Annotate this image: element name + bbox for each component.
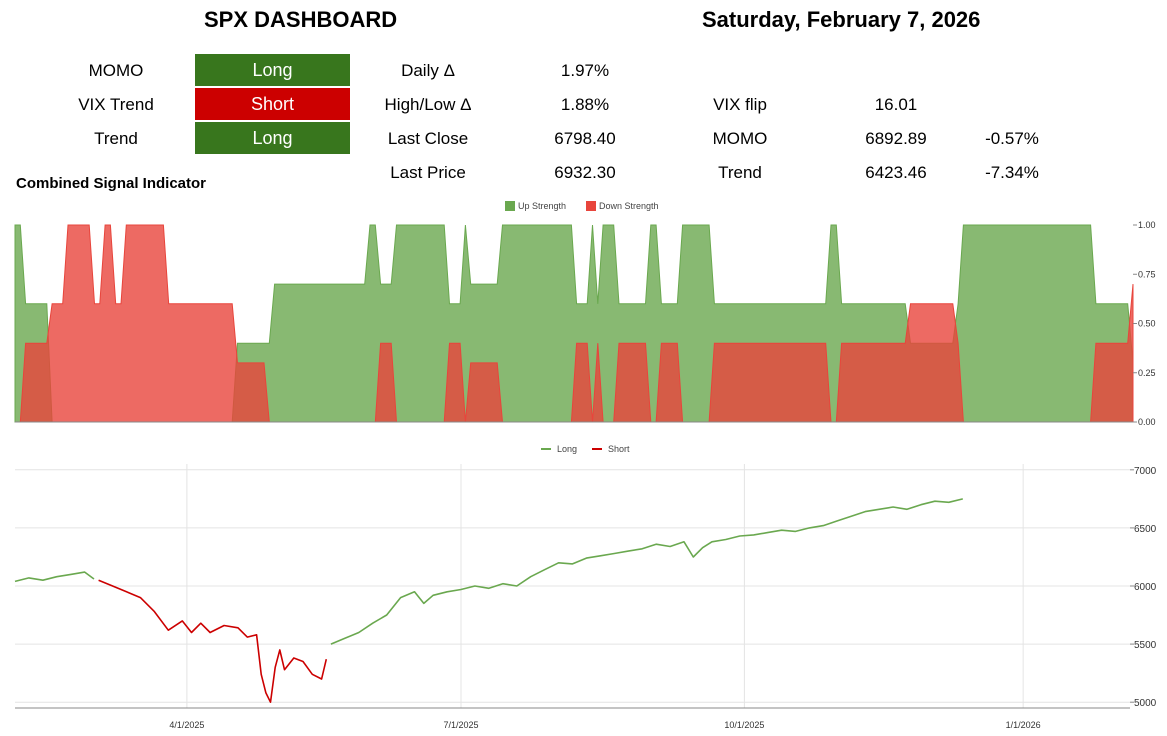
- price-x-tick-label: 4/1/2025: [169, 720, 204, 730]
- signal-label-momo: MOMO: [88, 61, 144, 80]
- last-price-value: 6932.30: [554, 163, 616, 182]
- section-title: Combined Signal Indicator: [16, 175, 207, 192]
- signal-badge-momo: Long: [195, 54, 350, 86]
- dashboard-title: SPX DASHBOARD: [204, 7, 398, 32]
- signal-y-tick-label: 0.00: [1138, 417, 1156, 427]
- daily-delta-label: Daily Δ: [401, 61, 455, 80]
- price-x-tick-label: 7/1/2025: [443, 720, 478, 730]
- price-y-tick-label: 6500: [1134, 524, 1157, 535]
- price-x-tick-label: 1/1/2026: [1006, 720, 1041, 730]
- momo-level-pct: -0.57%: [985, 129, 1039, 148]
- signal-y-tick-label: 1.00: [1138, 220, 1156, 230]
- legend-swatch-up: [505, 201, 515, 211]
- signal-y-tick-label: 0.75: [1138, 269, 1156, 279]
- price-y-tick-label: 6000: [1134, 582, 1157, 593]
- trend-level-label: Trend: [718, 163, 762, 182]
- signal-label-vix-trend: VIX Trend: [78, 95, 154, 114]
- legend-swatch-down: [586, 201, 596, 211]
- price-x-tick-label: 10/1/2025: [724, 720, 764, 730]
- last-close-label: Last Close: [387, 129, 469, 148]
- signal-legend: Up Strength Down Strength: [505, 201, 659, 211]
- long-price-line: [330, 498, 963, 645]
- price-y-tick-label: 5000: [1134, 698, 1157, 709]
- legend-label-up: Up Strength: [518, 201, 566, 211]
- dashboard-date: Saturday, February 7, 2026: [702, 7, 981, 32]
- highlow-delta-label: High/Low Δ: [384, 95, 472, 114]
- price-legend: Long Short: [541, 444, 630, 454]
- daily-delta-value: 1.97%: [560, 61, 610, 80]
- vix-flip-value: 16.01: [874, 95, 918, 114]
- signal-y-tick-label: 0.25: [1138, 368, 1156, 378]
- trend-level-pct: -7.34%: [985, 163, 1039, 182]
- last-price-label: Last Price: [390, 163, 466, 182]
- legend-label-short: Short: [608, 444, 630, 454]
- trend-level-value: 6423.46: [865, 163, 927, 182]
- short-price-line: [98, 579, 328, 703]
- down-strength-area: [15, 224, 1134, 423]
- legend-label-down: Down Strength: [599, 201, 659, 211]
- last-close-value: 6798.40: [554, 129, 616, 148]
- momo-level-value: 6892.89: [865, 129, 927, 148]
- vix-flip-label: VIX flip: [713, 95, 767, 114]
- momo-level-label: MOMO: [712, 129, 768, 148]
- spx-price-chart: Long Short 7000 6500 6000 5500 5000 4/1/2025 7/1…: [14, 444, 1157, 730]
- price-y-tick-label: 5500: [1134, 640, 1157, 651]
- signal-label-trend: Trend: [94, 129, 138, 148]
- legend-label-long: Long: [557, 444, 577, 454]
- signal-strength-chart: Up Strength Down Strength 1.00 0.75 0.50 0.25…: [14, 201, 1156, 427]
- highlow-delta-value: 1.88%: [560, 95, 610, 114]
- signal-badge-vix-trend: Short: [195, 88, 350, 120]
- signal-badge-trend: Long: [195, 122, 350, 154]
- long-price-line: [14, 571, 95, 583]
- signal-y-tick-label: 0.50: [1138, 319, 1156, 329]
- price-y-tick-label: 7000: [1134, 466, 1157, 477]
